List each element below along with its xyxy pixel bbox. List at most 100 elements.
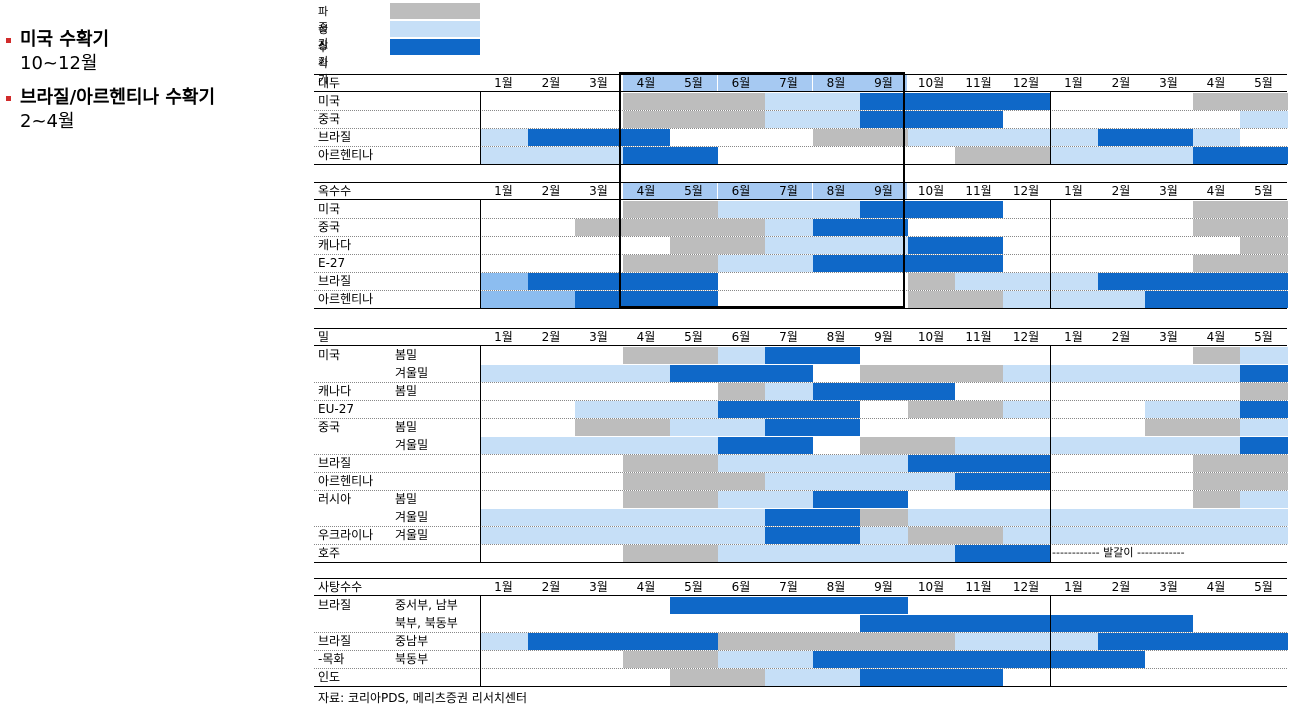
calendar-cell <box>1192 201 1240 218</box>
row-label: 브라질 <box>318 130 352 144</box>
section-header: 밀 1월 2월 3월 4월 5월 6월 7월 8월 9월 10월 11월 12월 1월 2월 3월 4월 5월 <box>314 328 1287 346</box>
calendar-cell <box>955 473 1003 490</box>
calendar-cell <box>1145 527 1193 544</box>
calendar-cell <box>1192 147 1240 164</box>
calendar-cell <box>765 401 813 418</box>
calendar-cell <box>955 147 1003 164</box>
group-divider <box>314 110 1287 111</box>
calendar-cell <box>955 255 1003 272</box>
calendar-cell <box>955 129 1003 146</box>
calendar-cell <box>622 147 670 164</box>
calendar-cell <box>1240 633 1288 650</box>
calendar-cell <box>717 437 765 454</box>
group-divider <box>314 526 1287 527</box>
calendar-cell <box>1002 509 1050 526</box>
group-divider <box>314 632 1287 633</box>
calendar-cell <box>1240 237 1288 254</box>
calendar-cell <box>955 437 1003 454</box>
calendar-cell <box>1002 147 1050 164</box>
row-sublabel: 봄밀 <box>395 384 418 398</box>
calendar-cell <box>622 545 670 562</box>
calendar-cell <box>622 291 670 308</box>
calendar-cell <box>812 545 860 562</box>
calendar-cell <box>575 365 623 382</box>
month-header: 7월 <box>779 580 798 594</box>
calendar-cell <box>1192 419 1240 436</box>
calendar-cell <box>480 291 528 308</box>
calendar-cell <box>670 527 718 544</box>
row-label: -목화 <box>318 652 345 666</box>
calendar-cell <box>907 669 955 686</box>
calendar-cell <box>812 509 860 526</box>
bullet-sub: 10~12월 <box>20 53 98 74</box>
calendar-cell <box>670 419 718 436</box>
calendar-cell <box>1240 473 1288 490</box>
calendar-cell <box>1240 419 1288 436</box>
calendar-cell <box>765 669 813 686</box>
row-label: 캐나다 <box>318 238 352 252</box>
calendar-cell <box>717 633 765 650</box>
calendar-cell <box>1192 347 1240 364</box>
calendar-cell <box>1050 129 1098 146</box>
calendar-cell <box>717 401 765 418</box>
calendar-cell <box>1192 129 1240 146</box>
calendar-cell <box>1145 401 1193 418</box>
group-divider <box>314 254 1287 255</box>
calendar-cell <box>1097 291 1145 308</box>
calendar-cell <box>955 401 1003 418</box>
calendar-cell <box>765 651 813 668</box>
month-header: 1월 <box>494 184 513 198</box>
calendar-cell <box>1192 633 1240 650</box>
section-header: 대두 1월 2월 3월 4월 5월 6월 7월 8월 9월 10월 11월 12월 1월 2월 3월 4월 5월 <box>314 74 1287 92</box>
calendar-cell <box>622 473 670 490</box>
bullet-us-harvest: 미국 수확기 10~12월 <box>6 28 215 76</box>
calendar-cell <box>907 615 955 632</box>
group-divider <box>314 490 1287 491</box>
calendar-cell <box>765 509 813 526</box>
calendar-cell <box>480 147 528 164</box>
calendar-cell <box>860 597 908 614</box>
calendar-cell <box>907 111 955 128</box>
highlight-box-apr-sep <box>619 72 905 308</box>
calendar-cell <box>717 455 765 472</box>
calendar-cell <box>907 401 955 418</box>
calendar-cell <box>955 273 1003 290</box>
calendar-cell <box>480 527 528 544</box>
calendar-cell <box>955 365 1003 382</box>
month-header: 1월 <box>1064 330 1083 344</box>
calendar-cell <box>670 491 718 508</box>
calendar-cell <box>812 237 860 254</box>
calendar-cell <box>1097 509 1145 526</box>
group-divider <box>314 128 1287 129</box>
row-label: EU-27 <box>318 402 354 416</box>
calendar-cell <box>717 111 765 128</box>
group-divider <box>314 668 1287 669</box>
calendar-cell <box>480 273 528 290</box>
calendar-cell <box>812 419 860 436</box>
calendar-cell <box>1050 615 1098 632</box>
calendar-cell <box>527 147 575 164</box>
row-sublabel: 북부, 북동부 <box>395 616 458 630</box>
calendar-cell <box>907 651 955 668</box>
month-header: 4월 <box>1206 184 1226 198</box>
calendar-cell <box>1002 615 1050 632</box>
month-header: 8월 <box>826 330 846 344</box>
calendar-cell <box>670 93 718 110</box>
calendar-cell <box>717 545 765 562</box>
calendar-cell <box>765 219 813 236</box>
calendar-cell <box>1145 633 1193 650</box>
month-header: 11월 <box>965 184 992 198</box>
row-label: E-27 <box>318 256 346 270</box>
month-header: 4월 <box>636 580 656 594</box>
source-note: 자료: 코리아PDS, 메리츠증권 리서치센터 <box>318 691 527 705</box>
calendar-cell <box>575 219 623 236</box>
row-label: 미국 <box>318 202 341 216</box>
calendar-cell <box>670 669 718 686</box>
calendar-cell <box>1050 273 1098 290</box>
calendar-cell <box>670 545 718 562</box>
group-divider <box>314 650 1287 651</box>
calendar-cell <box>955 291 1003 308</box>
calendar-cell <box>670 255 718 272</box>
group-divider <box>314 272 1287 273</box>
calendar-cell <box>955 669 1003 686</box>
